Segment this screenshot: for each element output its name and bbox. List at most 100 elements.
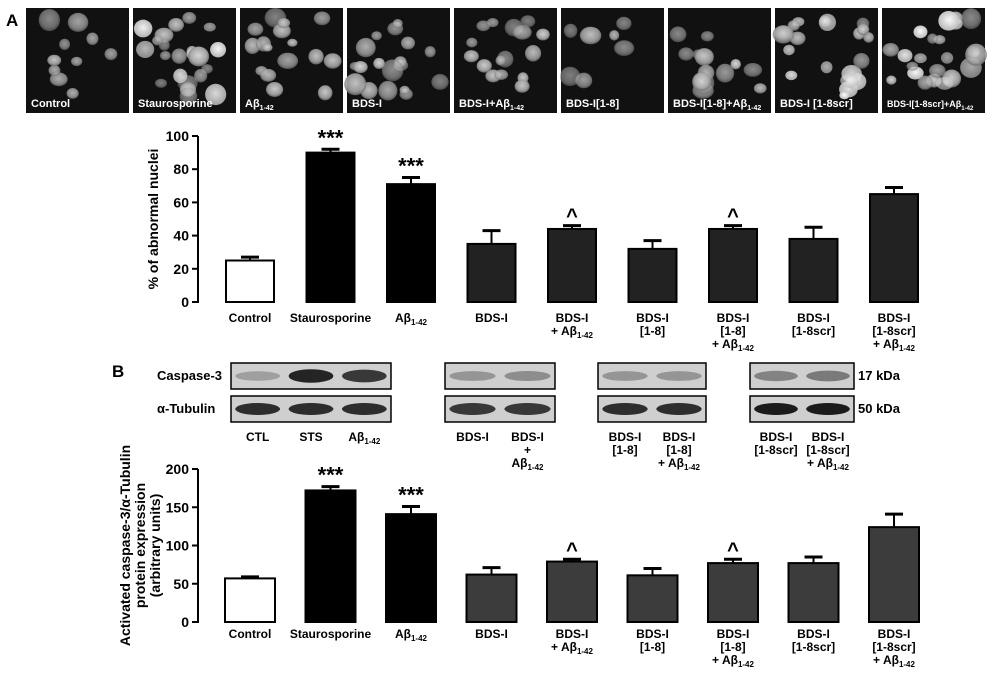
x-tick-label: BDS-I (717, 627, 750, 641)
bar (386, 183, 436, 303)
blot-strip (749, 362, 855, 390)
blot-strip (444, 362, 556, 390)
nucleus-mark (936, 76, 954, 90)
nucleus-mark (886, 75, 897, 85)
nucleus-mark (839, 91, 850, 100)
x-tick-label: BDS-I (475, 311, 508, 325)
bar-group-4: ^ BDS-I+ Aβ1-42 (546, 539, 598, 656)
significance-label: ^ (566, 206, 578, 228)
significance-label: *** (318, 463, 344, 488)
micrograph-label: BDS-I (352, 98, 382, 110)
nucleus-mark (287, 38, 298, 47)
bar-group-4: ^ BDS-I+ Aβ1-42 (547, 206, 597, 340)
nucleus-mark (466, 37, 478, 48)
nucleus-mark (463, 50, 479, 63)
y-tick-label: 0 (181, 294, 189, 310)
nucleus-mark (59, 38, 71, 50)
nucleus-mark (431, 74, 449, 90)
bar-group-6: ^ BDS-I[1-8]+ Aβ1-42 (707, 539, 759, 669)
y-tick-label: 0 (181, 614, 189, 630)
blot-lane-label: [1-8scr] (806, 443, 849, 457)
nucleus-mark (277, 52, 299, 69)
nucleus-mark (308, 48, 324, 65)
micrograph-0: Control (26, 8, 129, 113)
nucleus-mark (399, 85, 410, 95)
bar-group-8: BDS-I[1-8scr]+ Aβ1-42 (869, 185, 919, 353)
nucleus-mark (512, 24, 532, 40)
bar (869, 193, 919, 304)
bar (787, 562, 840, 623)
nucleus-mark (853, 52, 870, 69)
nucleus-mark (938, 11, 959, 31)
blot-lane-label: BDS-I (812, 430, 845, 444)
nucleus-mark (700, 31, 714, 42)
micrograph-1: Staurosporine (133, 8, 236, 113)
nucleus-mark (783, 44, 795, 56)
nucleus-mark (940, 52, 954, 64)
blot-band (504, 403, 551, 415)
nucleus-mark (67, 12, 89, 32)
x-tick-label: + Aβ1-42 (551, 640, 593, 656)
x-tick-label: [1-8scr] (872, 640, 915, 654)
nucleus-mark (753, 83, 767, 94)
micrograph-label: BDS-I+Aβ1-42 (459, 98, 524, 112)
nucleus-mark (313, 11, 331, 26)
bar-group-0: Control (224, 575, 276, 641)
x-tick-label: + Aβ1-42 (712, 653, 754, 669)
blot-lane-label: Aβ1-42 (511, 456, 544, 472)
nucleus-mark (182, 12, 197, 24)
x-tick-label: BDS-I (636, 627, 669, 641)
nucleus-mark (476, 20, 491, 32)
nucleus-mark (136, 40, 155, 58)
x-tick-label: BDS-I (797, 311, 830, 325)
blot-band (288, 369, 334, 383)
nucleus-mark (168, 17, 184, 32)
y-tick-label: 80 (173, 161, 189, 177)
bar (305, 151, 356, 303)
abnormal-nuclei-chart: 0 20 40 60 80 100 % of abnormal nuclei Control *… (145, 125, 919, 353)
blot-row-label: Caspase-3 (157, 368, 222, 383)
nucleus-mark (486, 17, 499, 28)
bar-group-6: ^ BDS-I[1-8]+ Aβ1-42 (708, 206, 758, 353)
nucleus-mark (188, 46, 210, 67)
bar (466, 242, 517, 303)
x-tick-label: + Aβ1-42 (873, 337, 915, 353)
nucleus-mark (514, 79, 530, 93)
nucleus-mark (86, 32, 99, 46)
blot-band (341, 403, 387, 415)
blot-band (806, 403, 850, 415)
bar (788, 237, 839, 303)
significance-label: ^ (727, 539, 739, 561)
nucleus-mark (247, 22, 264, 36)
bar (626, 574, 679, 624)
blot-mw-label: 50 kDa (858, 401, 901, 416)
blot-band (341, 369, 387, 383)
significance-label: *** (318, 125, 344, 150)
nucleus-mark (179, 87, 198, 105)
bar (707, 562, 759, 623)
nucleus-mark (66, 88, 79, 99)
bar (304, 489, 357, 624)
significance-label: *** (398, 482, 424, 507)
blot-lane-label: Aβ1-42 (348, 430, 381, 446)
x-tick-label: [1-8] (720, 324, 745, 338)
blot-band (288, 403, 334, 415)
nucleus-mark (353, 61, 368, 74)
nucleus-mark (344, 73, 367, 96)
nucleus-mark (965, 43, 987, 66)
bar-group-2: *** Aβ1-42 (386, 154, 436, 327)
nucleus-mark (929, 64, 946, 78)
nucleus-mark (373, 57, 385, 69)
x-tick-label: Control (229, 627, 272, 641)
bar (224, 577, 276, 624)
blot-lane-label: BDS-I (456, 430, 489, 444)
micrograph-7: BDS-I [1-8scr] (772, 8, 878, 113)
nucleus-mark (913, 25, 928, 39)
nucleus-mark (579, 26, 602, 45)
nucleus-mark (917, 75, 933, 90)
x-tick-label: [1-8scr] (792, 324, 835, 338)
nucleus-mark (48, 64, 61, 76)
nucleus-mark (863, 32, 874, 43)
blot-band (656, 403, 702, 415)
